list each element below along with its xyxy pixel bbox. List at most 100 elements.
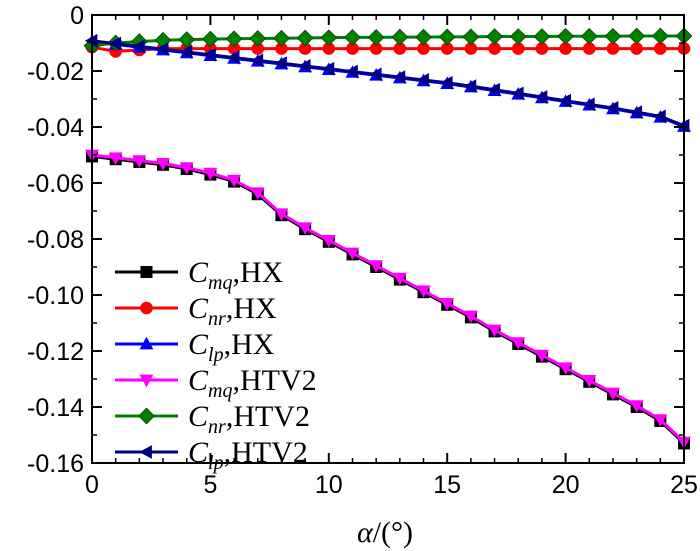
data-point-clp-htv2 <box>203 47 216 62</box>
legend-marker-cnr-hx <box>140 301 153 315</box>
legend-subscript: lp <box>208 344 224 366</box>
data-point-clp-htv2 <box>582 97 595 112</box>
plot-area <box>92 15 684 463</box>
data-point-clp-htv2 <box>179 45 193 59</box>
data-point-cnr-hx <box>369 42 383 55</box>
data-point-clp-htv2 <box>629 105 643 120</box>
series-cmq-htv2 <box>85 149 691 450</box>
data-point-cnr-htv2 <box>651 27 669 45</box>
legend-suffix: ,HX <box>226 292 277 325</box>
data-point-clp-htv2 <box>250 53 264 68</box>
data-point-clp-htv2 <box>226 50 240 65</box>
legend-label-cnr-hx: Cnr,HX <box>188 292 277 330</box>
y-tick-label: -0.16 <box>27 450 84 478</box>
data-point-cnr-htv2 <box>249 30 267 47</box>
data-point-cnr-hx <box>582 42 596 55</box>
legend-symbol: C <box>188 256 209 289</box>
data-point-cnr-htv2 <box>628 27 646 45</box>
data-point-clp-htv2 <box>368 67 382 82</box>
data-point-cnr-htv2 <box>202 30 219 48</box>
y-tick-label: -0.08 <box>27 226 84 254</box>
legend-item-cnr-htv2: Cnr,HTV2 <box>115 400 310 438</box>
data-point-cnr-hx <box>630 42 643 55</box>
data-point-cnr-hx <box>393 42 407 55</box>
legend-item-cmq-hx: Cmq,HX <box>115 256 284 294</box>
legend-label-clp-hx: Clp,HX <box>188 328 275 366</box>
x-tick-label: 10 <box>315 471 343 499</box>
x-tick-label: 20 <box>552 471 580 499</box>
x-tick-label: 25 <box>670 471 698 499</box>
data-point-cnr-hx <box>559 42 572 55</box>
data-point-cmq-htv2 <box>250 187 265 200</box>
y-tick-label: -0.02 <box>27 58 84 86</box>
data-point-cnr-htv2 <box>296 29 314 47</box>
series-clp-htv2 <box>84 33 690 133</box>
data-point-cnr-hx <box>440 42 454 55</box>
x-axis-title: α/(°) <box>357 516 413 549</box>
data-point-cmq-htv2 <box>108 152 123 165</box>
legend-subscript: mq <box>208 272 232 294</box>
data-point-cnr-hx <box>606 42 620 55</box>
legend-suffix: ,HX <box>232 256 283 289</box>
data-point-cnr-hx <box>535 42 549 55</box>
data-point-cmq-htv2 <box>203 167 218 181</box>
series-layer <box>83 27 693 450</box>
data-point-clp-htv2 <box>297 59 311 73</box>
legend-item-clp-hx: Clp,HX <box>115 328 275 366</box>
data-point-clp-htv2 <box>132 39 145 54</box>
data-point-cnr-hx <box>322 42 336 55</box>
data-point-cnr-htv2 <box>533 28 551 45</box>
y-tick-label: 0 <box>70 2 84 30</box>
legend-marker-cnr-htv2 <box>138 407 155 425</box>
data-point-cmq-htv2 <box>416 285 431 298</box>
x-tick-label: 0 <box>85 471 99 499</box>
plot-background <box>92 15 684 463</box>
legend-marker-cmq-htv2 <box>139 374 154 388</box>
data-point-cnr-hx <box>417 42 430 55</box>
x-axis-unit: /(°) <box>373 516 413 549</box>
legend-subscript: mq <box>208 380 232 402</box>
data-point-clp-htv2 <box>416 73 429 87</box>
data-point-cnr-htv2 <box>509 28 527 45</box>
data-point-cmq-htv2 <box>511 337 526 350</box>
data-point-cnr-htv2 <box>557 27 574 45</box>
y-tick-label: -0.10 <box>27 282 84 310</box>
legend-item-cmq-htv2: Cmq,HTV2 <box>115 364 317 402</box>
legend-item-clp-htv2: Clp,HTV2 <box>115 436 308 474</box>
data-point-cmq-htv2 <box>582 375 597 388</box>
data-point-clp-htv2 <box>321 61 335 76</box>
data-point-cmq-htv2 <box>629 400 644 413</box>
x-tick-label: 5 <box>203 471 217 499</box>
data-point-cnr-htv2 <box>486 28 503 45</box>
legend-symbol: C <box>188 328 209 361</box>
data-point-clp-htv2 <box>534 90 548 104</box>
axes-layer: 0 5 10 15 20 25 0 -0.02 -0.04 -0.06 -0.08 -0.10 -0.1… <box>27 2 698 499</box>
legend-item-cnr-hx: Cnr,HX <box>115 292 277 330</box>
data-point-clp-htv2 <box>274 56 287 71</box>
data-point-clp-htv2 <box>155 42 169 57</box>
data-point-clp-htv2 <box>653 109 666 124</box>
x-axis-symbol: α <box>357 516 374 549</box>
data-point-cmq-htv2 <box>321 235 336 248</box>
data-point-cnr-htv2 <box>604 27 622 45</box>
y-tick-label: -0.06 <box>27 170 84 198</box>
legend-subscript: nr <box>208 416 226 438</box>
data-point-cmq-htv2 <box>179 162 194 175</box>
y-tick-label: -0.14 <box>27 394 84 422</box>
data-point-cnr-htv2 <box>320 29 338 47</box>
data-point-cnr-hx <box>227 42 241 55</box>
legend-suffix: ,HTV2 <box>232 364 316 397</box>
legend-subscript: lp <box>208 452 224 474</box>
legend-symbol: C <box>188 292 209 325</box>
legend-label-cmq-htv2: Cmq,HTV2 <box>188 364 317 402</box>
data-point-cmq-htv2 <box>606 387 620 401</box>
data-point-cnr-htv2 <box>178 31 196 49</box>
data-point-clp-htv2 <box>463 79 477 94</box>
data-point-cmq-htv2 <box>487 324 502 338</box>
legend-marker-cmq-hx <box>140 266 153 278</box>
legend-label-cmq-hx: Cmq,HX <box>188 256 284 294</box>
data-point-clp-htv2 <box>392 70 406 85</box>
data-point-cmq-htv2 <box>440 298 455 311</box>
data-point-cnr-htv2 <box>391 28 409 46</box>
